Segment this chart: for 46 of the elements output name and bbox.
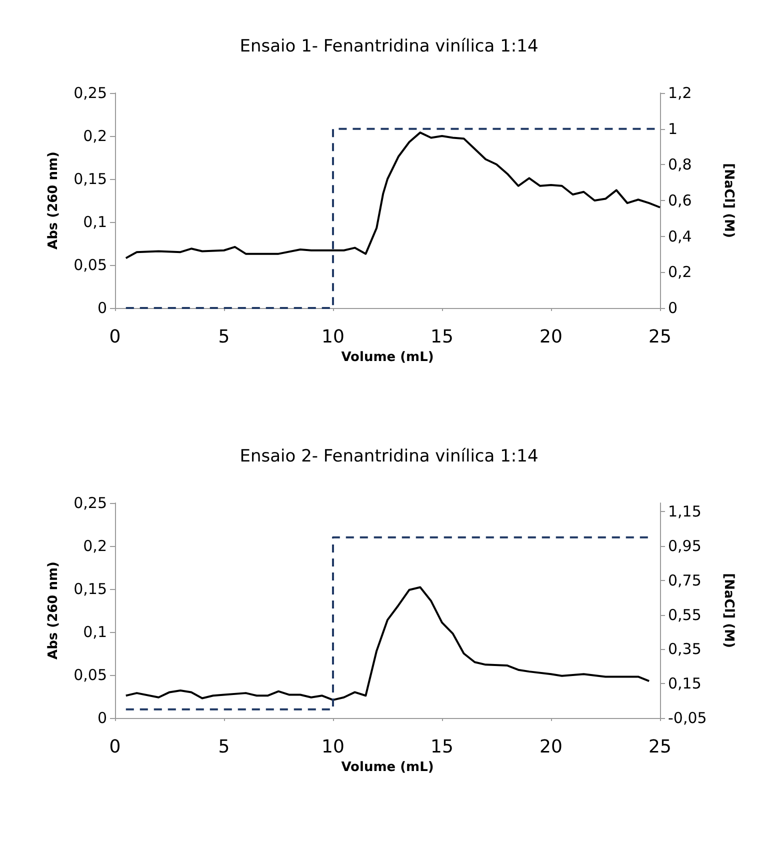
x-tick-label: 25 — [648, 326, 672, 348]
y2-tick-label: 0,35 — [668, 640, 702, 658]
y2-tick-label: 0,95 — [668, 537, 702, 555]
x-tick-label: 15 — [430, 736, 454, 758]
y2-tick-label: 1,15 — [668, 502, 702, 521]
x-tick-label: 20 — [540, 326, 562, 348]
y2-tick-label: 0 — [668, 299, 678, 317]
x-tick-label: 10 — [322, 326, 344, 348]
y-tick-label: 0 — [97, 709, 107, 727]
x-tick-label: 5 — [218, 326, 230, 348]
chart-title: Ensaio 1- Fenantridina vinílica 1:14 — [240, 36, 538, 56]
x-tick-label: 5 — [218, 736, 230, 758]
y-tick-label: 0,2 — [83, 537, 107, 555]
y-tick-label: 0 — [97, 299, 107, 317]
x-tick-label: 25 — [648, 736, 672, 758]
y2-axis-title: [NaCl] (M) — [721, 573, 736, 648]
y-tick-label: 0,1 — [83, 623, 107, 641]
y2-tick-label: 0,4 — [668, 227, 692, 246]
y-axis-title: Abs (260 nm) — [46, 152, 61, 250]
x-tick-label: 20 — [540, 736, 562, 758]
y2-tick-label: -0,05 — [668, 709, 707, 727]
line-series — [124, 132, 661, 260]
x-axis-title: Volume (mL) — [341, 760, 434, 775]
line-series — [124, 586, 650, 701]
y2-tick-label: 0,2 — [668, 263, 692, 282]
y2-tick-label: 0,8 — [668, 156, 692, 174]
x-axis-title: Volume (mL) — [341, 350, 434, 365]
y2-tick-label: 0,55 — [668, 606, 702, 624]
chart-title: Ensaio 2- Fenantridina vinílica 1:14 — [240, 446, 538, 466]
x-tick-label: 10 — [322, 736, 344, 758]
y2-axis-title: [NaCl] (M) — [721, 163, 736, 238]
y-tick-label: 0,15 — [74, 170, 107, 188]
y2-tick-label: 0,6 — [668, 192, 692, 210]
y-tick-label: 0,05 — [74, 666, 107, 684]
y-tick-label: 0,25 — [74, 494, 107, 512]
y-tick-label: 0,2 — [83, 127, 107, 145]
y2-tick-label: 0,15 — [668, 674, 702, 693]
y2-tick-label: 0,75 — [668, 571, 702, 590]
y-tick-label: 0,25 — [74, 84, 107, 102]
y2-tick-label: 1 — [668, 120, 678, 138]
y-tick-label: 0,15 — [74, 580, 107, 598]
y-tick-label: 0,05 — [74, 256, 107, 274]
y-tick-label: 0,1 — [83, 213, 107, 231]
y-axis-title: Abs (260 nm) — [46, 562, 61, 660]
x-tick-label: 15 — [430, 326, 454, 348]
y2-tick-label: 1,2 — [668, 84, 692, 102]
